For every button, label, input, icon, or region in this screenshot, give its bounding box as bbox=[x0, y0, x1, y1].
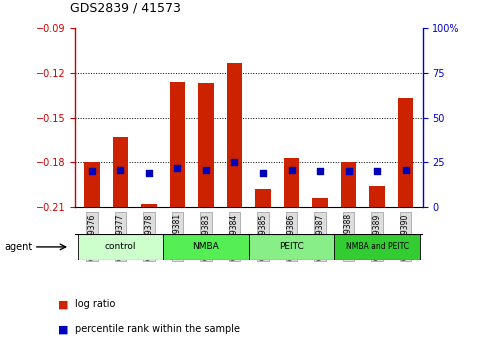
Point bbox=[116, 167, 124, 172]
Bar bbox=[334, 234, 420, 260]
Bar bbox=[227, 63, 242, 207]
Bar bbox=[398, 98, 413, 207]
Bar bbox=[341, 162, 356, 207]
Text: NMBA and PEITC: NMBA and PEITC bbox=[345, 242, 409, 251]
Bar bbox=[255, 189, 271, 207]
Point bbox=[202, 167, 210, 172]
Point bbox=[88, 169, 96, 174]
Point bbox=[230, 160, 238, 165]
Bar bbox=[141, 204, 157, 207]
Point bbox=[316, 169, 324, 174]
Point bbox=[402, 167, 410, 172]
Bar bbox=[284, 158, 299, 207]
Text: control: control bbox=[105, 242, 136, 251]
Bar bbox=[78, 234, 163, 260]
Bar bbox=[163, 234, 249, 260]
Text: ■: ■ bbox=[58, 324, 69, 334]
Point bbox=[288, 167, 296, 172]
Text: GDS2839 / 41573: GDS2839 / 41573 bbox=[70, 1, 181, 14]
Bar bbox=[312, 198, 328, 207]
Text: agent: agent bbox=[5, 242, 33, 252]
Point bbox=[259, 170, 267, 176]
Point bbox=[173, 165, 181, 171]
Point bbox=[345, 169, 353, 174]
Bar bbox=[113, 137, 128, 207]
Bar bbox=[170, 82, 185, 207]
Bar bbox=[84, 162, 100, 207]
Point bbox=[145, 170, 153, 176]
Point bbox=[373, 169, 381, 174]
Text: ■: ■ bbox=[58, 299, 69, 309]
Text: NMBA: NMBA bbox=[193, 242, 219, 251]
Bar bbox=[198, 84, 214, 207]
Bar bbox=[369, 186, 385, 207]
Text: percentile rank within the sample: percentile rank within the sample bbox=[75, 324, 240, 334]
Text: PEITC: PEITC bbox=[279, 242, 304, 251]
Text: log ratio: log ratio bbox=[75, 299, 115, 309]
Bar bbox=[249, 234, 334, 260]
